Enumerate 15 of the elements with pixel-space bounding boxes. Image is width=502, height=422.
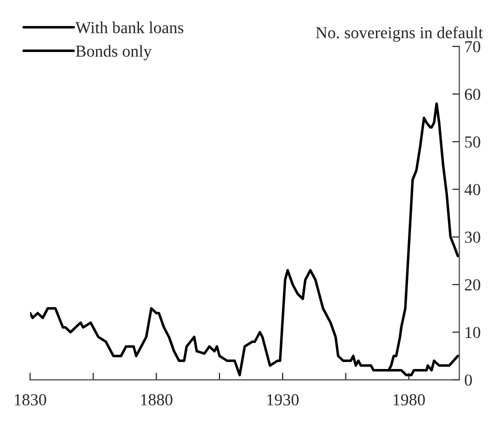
legend-label: With bank loans (75, 22, 184, 34)
y-tick-label: 30 (464, 232, 480, 243)
y-tick-label: 0 (464, 374, 472, 386)
y-tick-label: 50 (465, 136, 480, 148)
x-tick-label: 1830 (14, 394, 46, 406)
y-tick-label: 60 (464, 88, 480, 100)
y-tick-label: 70 (465, 41, 480, 52)
x-tick-label: 1980 (394, 394, 425, 406)
y-tick-label: 10 (466, 326, 480, 338)
x-tick-label: 1880 (141, 394, 172, 406)
legend-label: Bonds only (76, 45, 152, 60)
y-tick-label: 20 (464, 279, 480, 290)
y-tick-label: 40 (464, 184, 480, 196)
x-tick-label: 1930 (267, 394, 299, 406)
y-axis-title: No. sovereigns in default (316, 26, 483, 42)
